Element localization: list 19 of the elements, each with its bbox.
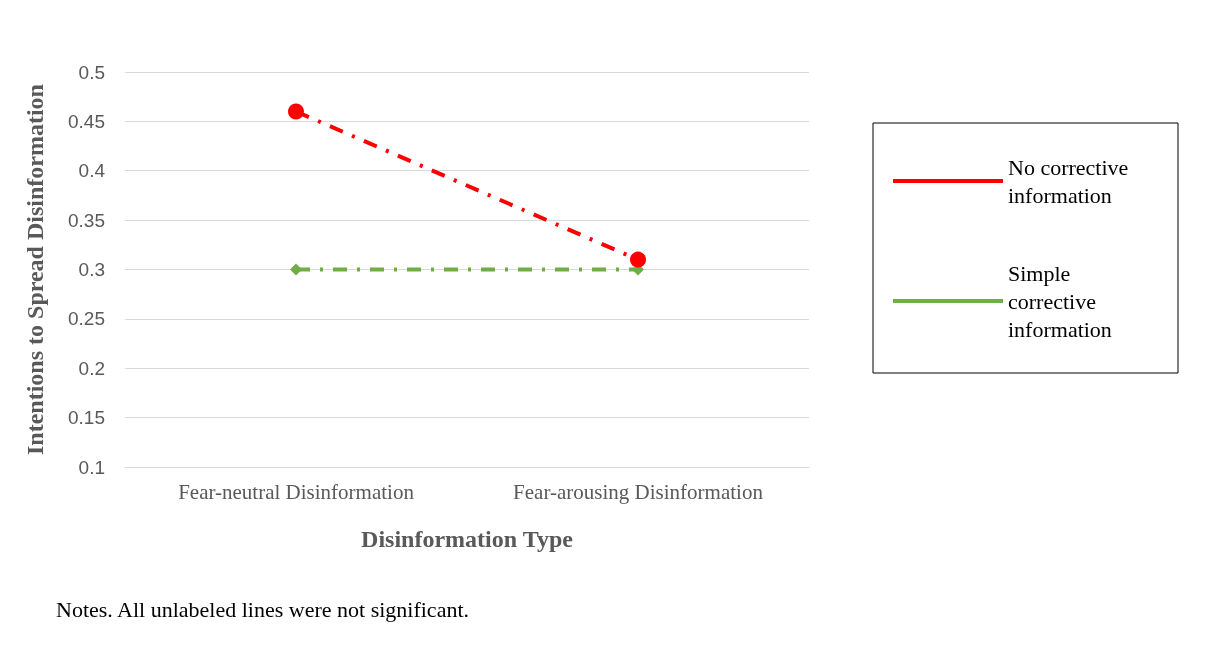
y-tick-label: 0.25	[68, 308, 105, 330]
legend-label: No corrective information	[1008, 154, 1134, 208]
y-tick-label: 0.15	[68, 407, 105, 429]
legend-label: Simple corrective information	[1008, 260, 1112, 342]
y-tick-label: 0.4	[78, 160, 106, 182]
y-tick-label: 0.45	[68, 110, 105, 132]
y-tick-label: 0.2	[78, 357, 105, 379]
point	[290, 263, 302, 276]
x-tick-label: Fear-neutral Disinformation	[178, 479, 415, 504]
text: Notes. All unlabeled lines were not significant.	[56, 596, 470, 622]
x-axis-title: Disinformation Type	[361, 526, 574, 552]
y-tick-label: 0.3	[78, 259, 105, 280]
y-tick-label: 0.1	[78, 456, 105, 478]
y-tick-label: 0.5	[78, 61, 105, 83]
point	[630, 251, 646, 268]
y-axis-title: Intentions to Spread Disinformation	[22, 84, 48, 455]
point	[288, 103, 304, 120]
x-tick-label: Fear-arousing Disinformation	[513, 479, 764, 504]
y-tick-label: 0.35	[68, 209, 105, 231]
